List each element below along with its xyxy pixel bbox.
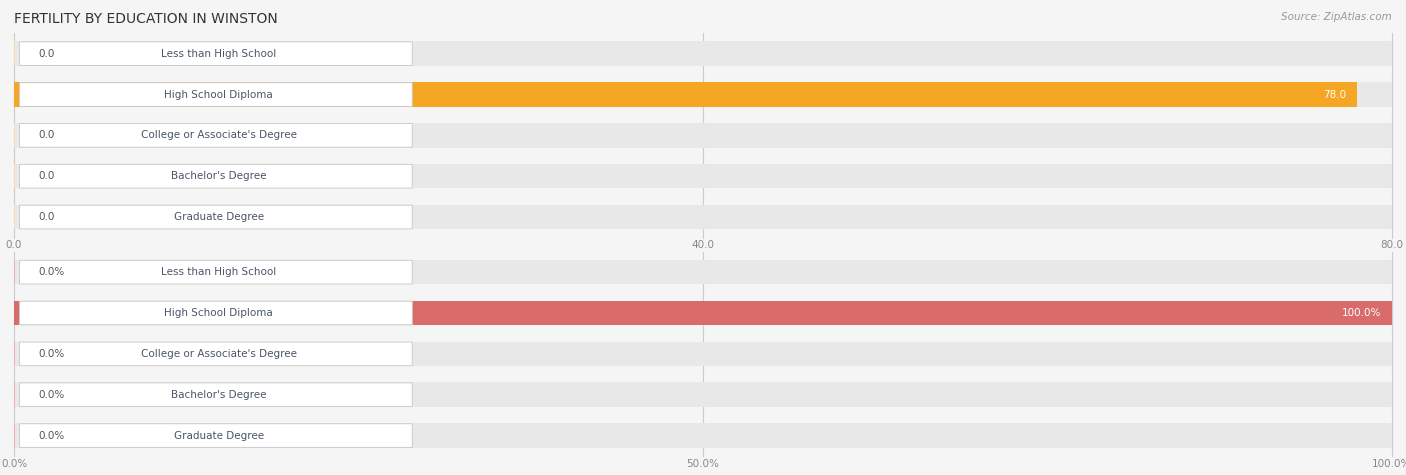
Text: Graduate Degree: Graduate Degree: [173, 212, 264, 222]
FancyBboxPatch shape: [20, 124, 412, 147]
Bar: [14, 164, 1392, 189]
Text: Less than High School: Less than High School: [162, 48, 277, 59]
FancyBboxPatch shape: [20, 260, 412, 284]
Text: 0.0%: 0.0%: [39, 430, 65, 441]
Text: 0.0: 0.0: [39, 130, 55, 141]
Bar: [14, 82, 1392, 107]
FancyBboxPatch shape: [20, 164, 412, 188]
FancyBboxPatch shape: [20, 42, 412, 66]
Text: 0.0: 0.0: [39, 171, 55, 181]
Text: 0.0: 0.0: [39, 48, 55, 59]
Text: Graduate Degree: Graduate Degree: [173, 430, 264, 441]
FancyBboxPatch shape: [20, 383, 412, 407]
Text: 78.0: 78.0: [1323, 89, 1347, 100]
Text: Bachelor's Degree: Bachelor's Degree: [172, 390, 266, 400]
Text: Source: ZipAtlas.com: Source: ZipAtlas.com: [1281, 12, 1392, 22]
Bar: [14, 205, 1392, 229]
Text: Bachelor's Degree: Bachelor's Degree: [172, 171, 266, 181]
Text: 0.0%: 0.0%: [39, 267, 65, 277]
Text: Less than High School: Less than High School: [162, 267, 277, 277]
Bar: [14, 301, 1392, 325]
Bar: [14, 260, 1392, 285]
FancyBboxPatch shape: [20, 83, 412, 106]
Text: 0.0%: 0.0%: [39, 349, 65, 359]
FancyBboxPatch shape: [20, 342, 412, 366]
Bar: [14, 82, 1358, 107]
Text: FERTILITY BY EDUCATION IN WINSTON: FERTILITY BY EDUCATION IN WINSTON: [14, 12, 278, 26]
Text: College or Associate's Degree: College or Associate's Degree: [141, 130, 297, 141]
Text: 0.0%: 0.0%: [39, 390, 65, 400]
Text: 100.0%: 100.0%: [1341, 308, 1381, 318]
FancyBboxPatch shape: [20, 424, 412, 447]
FancyBboxPatch shape: [20, 301, 412, 325]
Bar: [14, 301, 1392, 325]
FancyBboxPatch shape: [20, 205, 412, 229]
Text: High School Diploma: High School Diploma: [165, 308, 273, 318]
Text: High School Diploma: High School Diploma: [165, 89, 273, 100]
Text: 0.0: 0.0: [39, 212, 55, 222]
Bar: [14, 342, 1392, 366]
Text: College or Associate's Degree: College or Associate's Degree: [141, 349, 297, 359]
Bar: [14, 41, 1392, 66]
Bar: [14, 382, 1392, 407]
Bar: [14, 123, 1392, 148]
Bar: [14, 423, 1392, 448]
